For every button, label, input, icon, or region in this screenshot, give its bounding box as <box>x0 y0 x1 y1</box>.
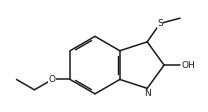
Text: OH: OH <box>182 61 196 70</box>
Text: N: N <box>144 89 151 98</box>
Text: S: S <box>157 19 163 28</box>
Text: O: O <box>49 75 56 84</box>
